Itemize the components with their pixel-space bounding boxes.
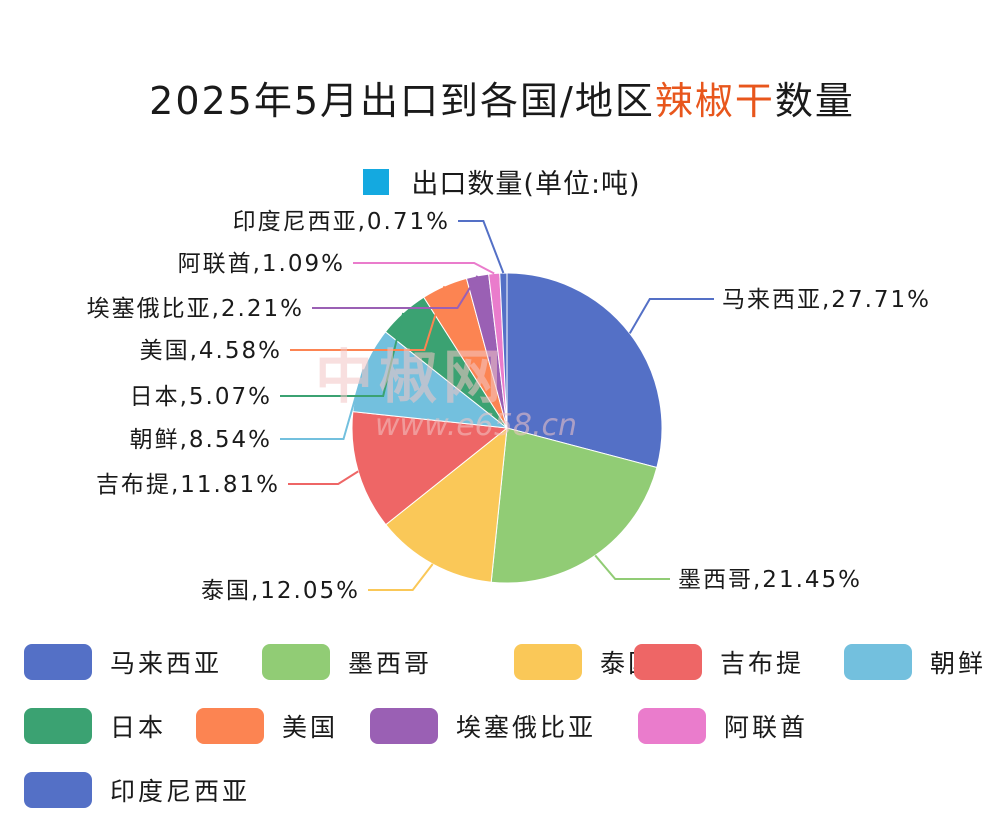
pie-leader-line-8 [353, 262, 495, 275]
legend-label-9: 印度尼西亚 [110, 777, 251, 806]
legend-swatch-1 [262, 644, 330, 680]
legend-swatch-8 [638, 708, 706, 744]
pie-leader-line-7 [312, 275, 479, 309]
legend-item-9[interactable]: 印度尼西亚 [24, 772, 250, 808]
chart-title: 2025年5月出口到各国/地区辣椒干数量 [0, 70, 1004, 125]
legend-item-6[interactable]: 美国 [196, 708, 338, 744]
pie-leader-line-1 [594, 554, 670, 580]
series-legend-swatch [363, 168, 390, 195]
chart-title-highlight: 辣椒干 [654, 79, 775, 123]
legend-item-1[interactable]: 墨西哥 [262, 644, 432, 680]
legend-label-6: 美国 [282, 713, 339, 742]
legend-swatch-9 [24, 772, 92, 808]
pie-leader-line-2 [368, 563, 434, 591]
series-legend-label: 出口数量(单位:吨) [411, 169, 641, 200]
series-legend[interactable]: 出口数量(单位:吨) [0, 162, 1004, 201]
pie-label-0: 马来西亚,27.71% [722, 287, 931, 313]
pie-label-8: 阿联酋,1.09% [178, 251, 345, 277]
legend-swatch-2 [514, 644, 582, 680]
pie-leader-line-0 [628, 298, 714, 334]
legend-swatch-3 [634, 644, 702, 680]
legend-label-0: 马来西亚 [110, 649, 223, 678]
pie-labels: 马来西亚,27.71% 墨西哥,21.45% 泰国,12.05% 吉布提,11.81%… [87, 209, 931, 604]
legend-label-3: 吉布提 [720, 649, 805, 678]
legend-label-7: 埃塞俄比亚 [456, 713, 597, 742]
pie-label-4: 朝鲜,8.54% [130, 427, 272, 453]
legend-item-0[interactable]: 马来西亚 [24, 644, 222, 680]
pie-slices [351, 272, 663, 584]
legend-swatch-7 [370, 708, 438, 744]
legend-label-4: 朝鲜 [930, 649, 987, 678]
legend-swatch-4 [844, 644, 912, 680]
pie-leader-line-3 [288, 470, 359, 485]
pie-label-9: 印度尼西亚,0.71% [233, 209, 450, 235]
legend-swatch-0 [24, 644, 92, 680]
pie-label-2: 泰国,12.05% [201, 578, 360, 604]
legend-label-8: 阿联酋 [724, 713, 809, 742]
legend-swatch-6 [196, 708, 264, 744]
pie-leader-line-4 [280, 369, 365, 440]
chart-title-post: 数量 [774, 79, 855, 123]
pie-label-1: 墨西哥,21.45% [678, 567, 862, 593]
legend-item-4[interactable]: 朝鲜 [844, 644, 986, 680]
legend-label-1: 墨西哥 [348, 649, 433, 678]
pie-label-7: 埃塞俄比亚,2.21% [87, 296, 304, 322]
pie-leader-lines [280, 220, 714, 591]
legend-item-7[interactable]: 埃塞俄比亚 [370, 708, 596, 744]
pie-label-5: 日本,5.07% [130, 384, 272, 410]
legend-item-3[interactable]: 吉布提 [634, 644, 804, 680]
chart-title-pre: 2025年5月出口到各国/地区 [149, 79, 655, 123]
pie-label-6: 美国,4.58% [140, 338, 282, 364]
legend-swatch-5 [24, 708, 92, 744]
pie-leader-line-9 [458, 220, 505, 274]
legend-label-5: 日本 [110, 713, 167, 742]
pie-label-3: 吉布提,11.81% [96, 472, 280, 498]
legend-item-5[interactable]: 日本 [24, 708, 166, 744]
legend-item-8[interactable]: 阿联酋 [638, 708, 808, 744]
pie-leader-line-5 [280, 312, 405, 397]
